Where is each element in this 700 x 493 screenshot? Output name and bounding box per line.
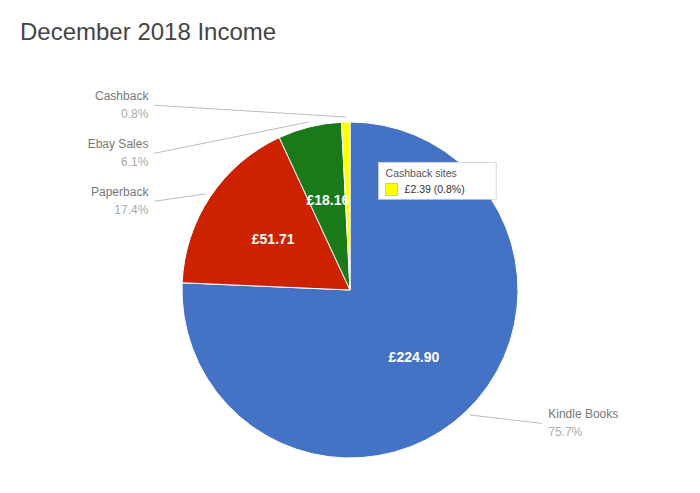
- annotation-text: £2.39 (0.8%): [405, 183, 465, 195]
- title: December 2018 Income: [20, 18, 276, 45]
- slice: [279, 122, 350, 290]
- connector: [470, 415, 543, 423]
- connector: [154, 194, 206, 201]
- slice-name: Kindle Books: [548, 407, 618, 421]
- slice-share: 0.8%: [121, 107, 149, 121]
- outside-labels: Cashback 0.8% Ebay Sales 6.1% Paperback 17.4%…: [88, 89, 619, 439]
- chart: December 2018 Income£224.90£51.71£18.16C…: [0, 0, 700, 493]
- annotation-text: Cashback sites: [386, 167, 457, 179]
- slice-share: 17.4%: [114, 203, 148, 217]
- slice-name: Ebay Sales: [88, 137, 149, 151]
- data-label: £18.16: [306, 192, 349, 208]
- annotation: Cashback sites £2.39 (0.8%): [379, 162, 497, 199]
- data-label: £224.90: [389, 349, 440, 365]
- slice-name: Cashback: [95, 89, 149, 103]
- slice-share: 75.7%: [548, 425, 582, 439]
- slice: [182, 122, 518, 458]
- annotation-box: [379, 162, 497, 199]
- slice-name: Paperback: [91, 185, 149, 199]
- data-label: £51.71: [252, 231, 295, 247]
- background: [0, 0, 700, 493]
- slice-share: 6.1%: [121, 155, 149, 169]
- slices: [182, 122, 518, 458]
- annotation-swatch: [386, 183, 398, 195]
- connector: [154, 105, 345, 117]
- connector: [154, 122, 308, 153]
